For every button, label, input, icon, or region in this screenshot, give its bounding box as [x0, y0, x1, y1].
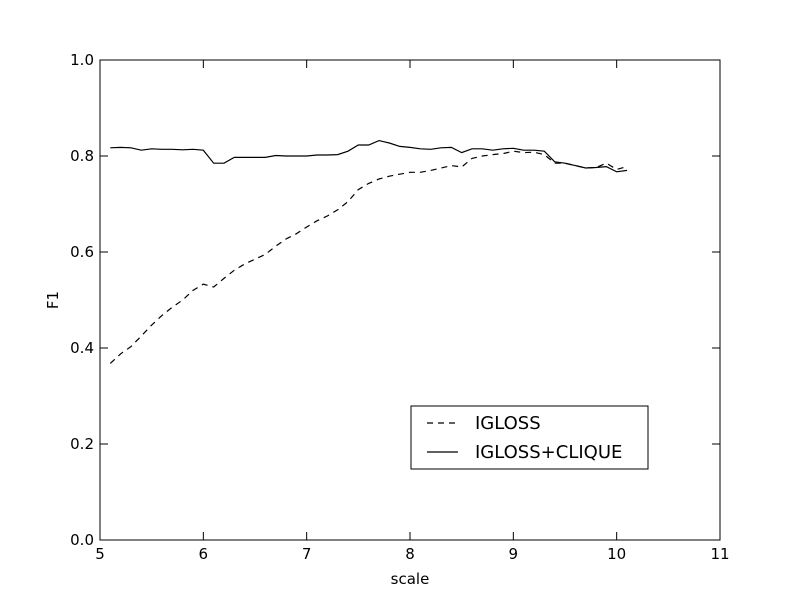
x-tick-label: 10	[607, 545, 626, 563]
legend: IGLOSS IGLOSS+CLIQUE	[410, 405, 649, 470]
legend-box	[410, 405, 649, 470]
x-tick-label: 6	[199, 545, 209, 563]
series-layer	[109, 139, 628, 364]
series-line-igloss	[109, 150, 628, 364]
y-tick-label: 1.0	[70, 51, 94, 69]
x-tick-label: 11	[710, 545, 729, 563]
y-tick-label: 0.2	[70, 435, 94, 453]
y-tick-label: 0.6	[70, 243, 94, 261]
y-tick-label: 0.8	[70, 147, 94, 165]
x-tick-label: 5	[95, 545, 105, 563]
legend-label-igloss-clique: IGLOSS+CLIQUE	[475, 442, 622, 463]
y-tick-label: 0.0	[70, 531, 94, 549]
y-tick-label: 0.4	[70, 339, 94, 357]
tick-layer: 5 6 7 8 9 10 11 0.0 0.2 0.4 0.6 0.8 1.0	[70, 51, 729, 563]
y-axis-label: F1	[44, 291, 62, 309]
x-tick-label: 7	[302, 545, 312, 563]
x-tick-label: 9	[509, 545, 519, 563]
series-line-igloss-clique	[110, 139, 628, 173]
x-axis-label: scale	[391, 570, 430, 588]
x-tick-label: 8	[405, 545, 415, 563]
legend-label-igloss: IGLOSS	[475, 413, 541, 434]
